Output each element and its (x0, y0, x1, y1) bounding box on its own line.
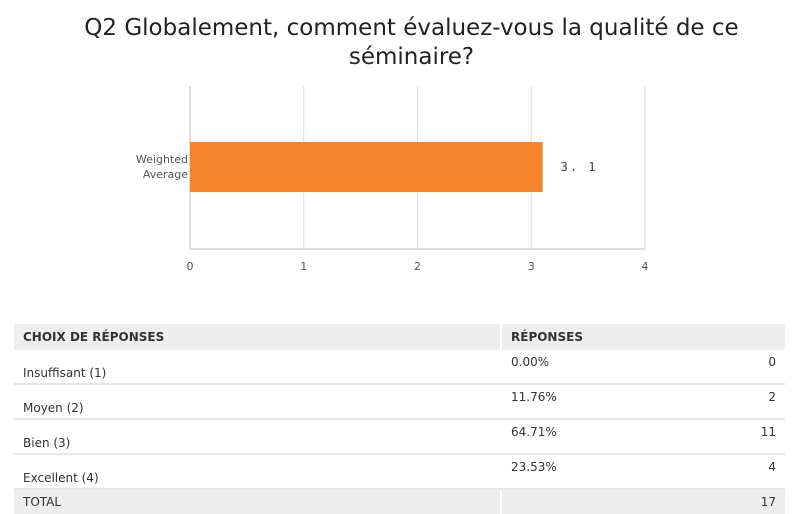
bar-chart: 0 1 2 3 4 3. 1 Weighted Average (136, 86, 649, 273)
row-label: Bien (3) (14, 419, 502, 455)
row-label: Moyen (2) (14, 384, 502, 420)
row-responses: 0.00% 0 (501, 350, 785, 385)
x-tick-label: 2 (414, 260, 421, 273)
total-row: TOTAL 17 (14, 489, 785, 514)
header-answer-choices: CHOIX DE RÉPONSES (14, 324, 502, 350)
table-row: Excellent (4) 23.53% 4 (14, 454, 785, 490)
question-title-line2: séminaire? (348, 44, 475, 70)
row-responses: 23.53% 4 (501, 454, 785, 490)
row-count: 4 (768, 460, 776, 474)
table-row: Insuffisant (1) 0.00% 0 (14, 350, 785, 385)
table-header-row: CHOIX DE RÉPONSES RÉPONSES (14, 324, 785, 350)
row-percent: 64.71% (511, 425, 557, 439)
x-tick-label: 1 (300, 260, 307, 273)
table-row: Bien (3) 64.71% 11 (14, 419, 785, 455)
row-percent: 11.76% (511, 390, 557, 404)
question-title-line1: Q2 Globalement, comment évaluez-vous la … (84, 15, 739, 41)
total-responses: 17 (501, 489, 785, 514)
category-label: Weighted Average (136, 153, 188, 181)
table-row: Moyen (2) 11.76% 2 (14, 384, 785, 420)
row-label: Insuffisant (1) (14, 350, 502, 385)
x-tick-label: 0 (187, 260, 194, 273)
row-count: 2 (768, 390, 776, 404)
question-title: Q2 Globalement, comment évaluez-vous la … (40, 14, 783, 72)
row-percent: 0.00% (511, 355, 550, 369)
row-responses: 64.71% 11 (501, 419, 785, 455)
row-count: 11 (760, 425, 776, 439)
row-label: Excellent (4) (14, 454, 502, 490)
total-label: TOTAL (14, 489, 502, 514)
bar (190, 142, 543, 192)
total-count: 17 (760, 495, 776, 509)
row-percent: 23.53% (511, 460, 557, 474)
x-tick-label: 3 (528, 260, 535, 273)
x-tick-label: 4 (642, 260, 649, 273)
row-count: 0 (768, 355, 776, 369)
header-responses: RÉPONSES (501, 324, 785, 350)
bar-value-label: 3. 1 (561, 160, 598, 174)
row-responses: 11.76% 2 (501, 384, 785, 420)
results-table: CHOIX DE RÉPONSES RÉPONSES Insuffisant (… (14, 324, 785, 514)
